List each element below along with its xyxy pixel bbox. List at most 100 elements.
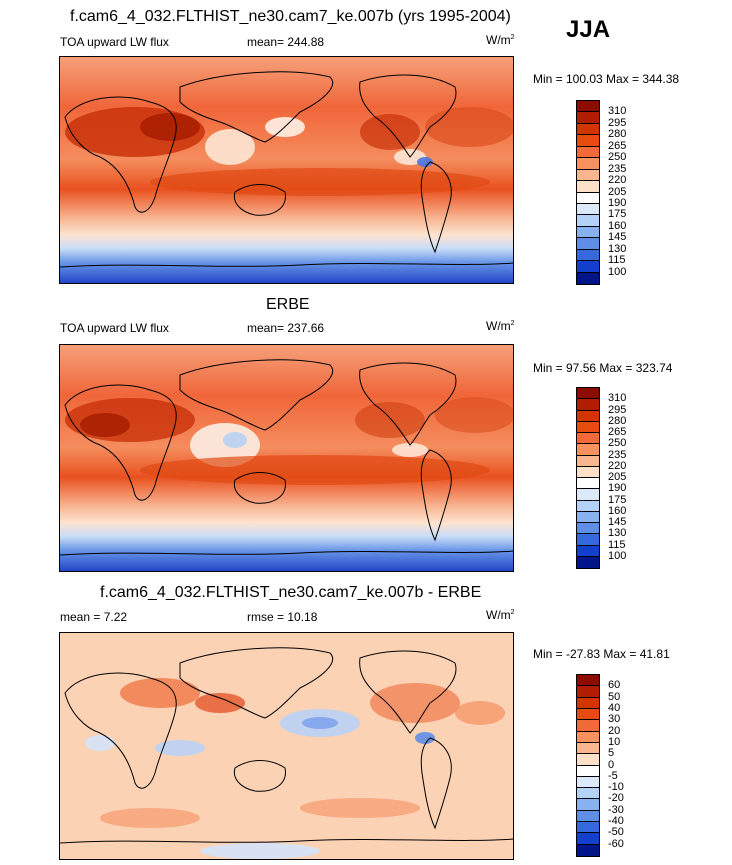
colorbar-swatch: [577, 720, 599, 732]
colorbar-level-label: 130: [608, 242, 627, 255]
colorbar-swatch: [577, 799, 599, 811]
colorbar-level-label: 250: [608, 437, 627, 450]
colorbar-swatch: [577, 135, 599, 147]
colorbar-swatch: [577, 697, 599, 709]
panel-2-colorbar: 310 295 280 265 250 235 220 205 190 175 160 145 130 1…: [576, 387, 626, 569]
colorbar-swatch: [577, 123, 599, 136]
colorbar-swatch: [577, 112, 599, 124]
colorbar-swatch: [577, 776, 599, 789]
panel-2-minmax: Min = 97.56 Max = 323.74: [533, 361, 673, 375]
colorbar-swatch: [577, 556, 599, 568]
colorbar-boxes: [576, 674, 600, 857]
colorbar-swatch: [577, 455, 599, 467]
panel-1-mean-label: mean= 244.88: [247, 35, 325, 49]
colorbar-level-label: 115: [608, 254, 626, 267]
panel-3-map: [59, 632, 514, 860]
colorbar-swatch: [577, 489, 599, 501]
colorbar-swatch: [577, 788, 599, 800]
colorbar-level-label: 160: [608, 504, 627, 517]
colorbar-swatch: [577, 421, 599, 433]
colorbar-swatch: [577, 169, 599, 182]
colorbar-swatch: [577, 478, 599, 490]
panel-1-variable-label: TOA upward LW flux: [60, 35, 169, 49]
colorbar-boxes: [576, 100, 600, 285]
season-label: JJA: [566, 16, 611, 43]
panel-1-colorbar: 310 295 280 265 250 235 220 205 190 175 160 145 130 1…: [576, 100, 626, 285]
colorbar-level-label: 295: [608, 116, 627, 129]
panel-1-title: f.cam6_4_032.FLTHIST_ne30.cam7_ke.007b (…: [70, 8, 511, 25]
colorbar-level-label: 310: [608, 105, 627, 118]
colorbar-level-label: -50: [608, 826, 624, 839]
panel-3-units: W/m2: [486, 608, 515, 622]
colorbar-level-label: 115: [608, 538, 626, 551]
panel-3-title: f.cam6_4_032.FLTHIST_ne30.cam7_ke.007b -…: [100, 584, 482, 601]
colorbar-level-label: 160: [608, 219, 627, 232]
colorbar-swatch: [577, 238, 599, 250]
panel-3-rmse-label: rmse = 10.18: [247, 610, 318, 624]
panel-1-minmax: Min = 100.03 Max = 344.38: [533, 72, 680, 86]
colorbar-level-label: 205: [608, 471, 627, 483]
colorbar-level-label: 220: [608, 459, 627, 472]
colorbar-level-label: 220: [608, 174, 627, 187]
panel-1-map: [59, 56, 514, 284]
colorbar-level-label: 175: [608, 208, 627, 221]
colorbar-swatch: [577, 158, 599, 170]
panel-2-map: [59, 344, 514, 572]
colorbar-swatch: [577, 203, 599, 216]
colorbar-swatch: [577, 742, 599, 755]
colorbar-level-label: 205: [608, 185, 627, 198]
colorbar-level-label: 250: [608, 151, 627, 164]
colorbar-level-label: 265: [608, 139, 627, 152]
colorbar-swatch: [577, 181, 599, 193]
colorbar-level-label: 280: [608, 414, 627, 427]
colorbar-swatch: [577, 226, 599, 239]
colorbar-level-label: -20: [608, 792, 624, 805]
colorbar-level-label: -5: [608, 769, 618, 782]
colorbar-swatch: [577, 675, 599, 687]
colorbar-swatch: [577, 844, 599, 856]
colorbar-swatch: [577, 261, 599, 273]
colorbar-level-label: -60: [608, 837, 624, 850]
colorbar-level-label: 235: [608, 448, 627, 461]
colorbar-level-label: 50: [608, 690, 621, 703]
colorbar-level-label: -30: [608, 803, 624, 816]
colorbar-swatch: [577, 215, 599, 227]
colorbar-swatch: [577, 466, 599, 478]
colorbar-level-label: 190: [608, 196, 627, 209]
colorbar-level-label: 20: [608, 724, 621, 737]
colorbar-swatch: [577, 146, 599, 159]
colorbar-swatch: [577, 399, 599, 411]
colorbar-swatch: [577, 523, 599, 535]
panel-2-units: W/m2: [486, 319, 515, 333]
colorbar-level-label: 30: [608, 713, 621, 726]
colorbar-level-label: 10: [608, 735, 621, 748]
colorbar-level-label: 0: [608, 758, 615, 771]
colorbar-swatch: [577, 822, 599, 834]
colorbar-level-label: 280: [608, 128, 627, 141]
colorbar-swatch: [577, 444, 599, 456]
colorbar-level-label: 175: [608, 493, 627, 506]
colorbar-swatch: [577, 388, 599, 400]
colorbar-level-label: 235: [608, 162, 627, 175]
colorbar-swatch: [577, 810, 599, 823]
colorbar-swatch: [577, 272, 599, 284]
colorbar-level-label: 5: [608, 747, 615, 760]
panel-2-title: ERBE: [266, 296, 310, 313]
colorbar-swatch: [577, 731, 599, 743]
colorbar-swatch: [577, 410, 599, 422]
colorbar-level-label: 265: [608, 426, 627, 438]
colorbar-swatch: [577, 686, 599, 698]
colorbar-level-label: 145: [608, 231, 627, 244]
colorbar-swatch: [577, 433, 599, 445]
colorbar-level-label: 190: [608, 482, 627, 495]
colorbar-swatch: [577, 192, 599, 204]
panel-3-minmax: Min = -27.83 Max = 41.81: [533, 647, 670, 661]
colorbar-level-label: 100: [608, 265, 627, 278]
colorbar-swatch: [577, 500, 599, 512]
colorbar-swatch: [577, 765, 599, 777]
colorbar-boxes: [576, 387, 600, 569]
colorbar-level-label: 40: [608, 701, 621, 714]
colorbar-swatch: [577, 833, 599, 845]
panel-1-units: W/m2: [486, 33, 515, 47]
colorbar-level-label: -40: [608, 815, 624, 828]
